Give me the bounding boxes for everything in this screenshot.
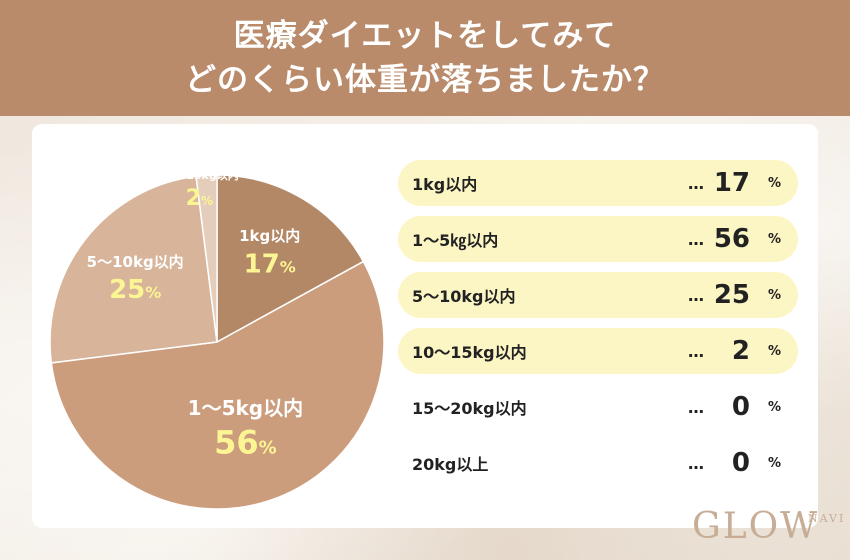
slice-label: 1〜5kg以内	[188, 396, 303, 420]
legend-row-dots: …	[688, 285, 705, 305]
legend-row-value: 0	[731, 448, 750, 478]
legend-row: 15〜20kg以内 … % 0	[398, 384, 798, 430]
legend-row-label: 10〜15kg以内	[412, 343, 527, 362]
legend-row-unit: %	[768, 399, 782, 415]
legend-list: 1kg以内 … % 17 1〜5㎏以内 … % 56 5〜10kg以内 … % …	[398, 160, 798, 496]
legend-row-unit: %	[768, 455, 782, 471]
title-line-2: どのくらい体重が落ちましたか？	[185, 62, 665, 98]
legend-row: 1kg以内 … % 17	[398, 160, 798, 206]
pie-slice	[50, 260, 385, 510]
legend-row-unit: %	[768, 231, 782, 247]
legend-row-dots: …	[688, 229, 705, 249]
legend-row-value: 0	[731, 392, 750, 422]
pie-slice	[49, 175, 218, 364]
legend-row-label: 1〜5㎏以内	[412, 231, 499, 250]
legend-row-dots: …	[688, 453, 705, 473]
legend-row: 10〜15kg以内 … % 2	[398, 328, 798, 374]
legend-row: 5〜10kg以内 … % 25	[398, 272, 798, 318]
legend-row-value: 25	[713, 280, 750, 310]
pie-slice	[216, 174, 365, 344]
legend-row-label: 20kg以上	[412, 455, 489, 474]
glow-navi-logo: GLOW NAVI	[692, 506, 843, 547]
slice-label: 10〜15kg以内	[160, 168, 239, 182]
legend-row-label: 1kg以内	[412, 175, 478, 194]
pie-slice	[195, 174, 218, 343]
legend-row: 20kg以上 … % 0	[398, 440, 798, 486]
slice-value: 17%	[244, 249, 296, 279]
legend-row-unit: %	[768, 287, 782, 303]
legend-row-unit: %	[768, 343, 782, 359]
legend-row: 1〜5㎏以内 … % 56	[398, 216, 798, 262]
legend-row-label: 5〜10kg以内	[412, 287, 516, 306]
title-line-1: 医療ダイエットをしてみて	[233, 18, 617, 54]
legend-row-unit: %	[768, 175, 782, 191]
legend-row-label: 15〜20kg以内	[412, 399, 527, 418]
slice-label: 1kg以内	[239, 227, 300, 245]
logo-subtext: NAVI	[808, 512, 846, 525]
legend-row-dots: …	[688, 397, 705, 417]
slice-label: 5〜10kg以内	[87, 253, 184, 271]
legend-row-value: 2	[731, 336, 750, 366]
legend-row-value: 17	[713, 168, 750, 198]
legend-row-dots: …	[688, 173, 705, 193]
header-banner: 医療ダイエットをしてみて どのくらい体重が落ちましたか？	[0, 0, 850, 116]
legend-row-value: 56	[713, 224, 750, 254]
logo-text: GLOW	[692, 506, 820, 547]
legend-row-dots: …	[688, 341, 705, 361]
